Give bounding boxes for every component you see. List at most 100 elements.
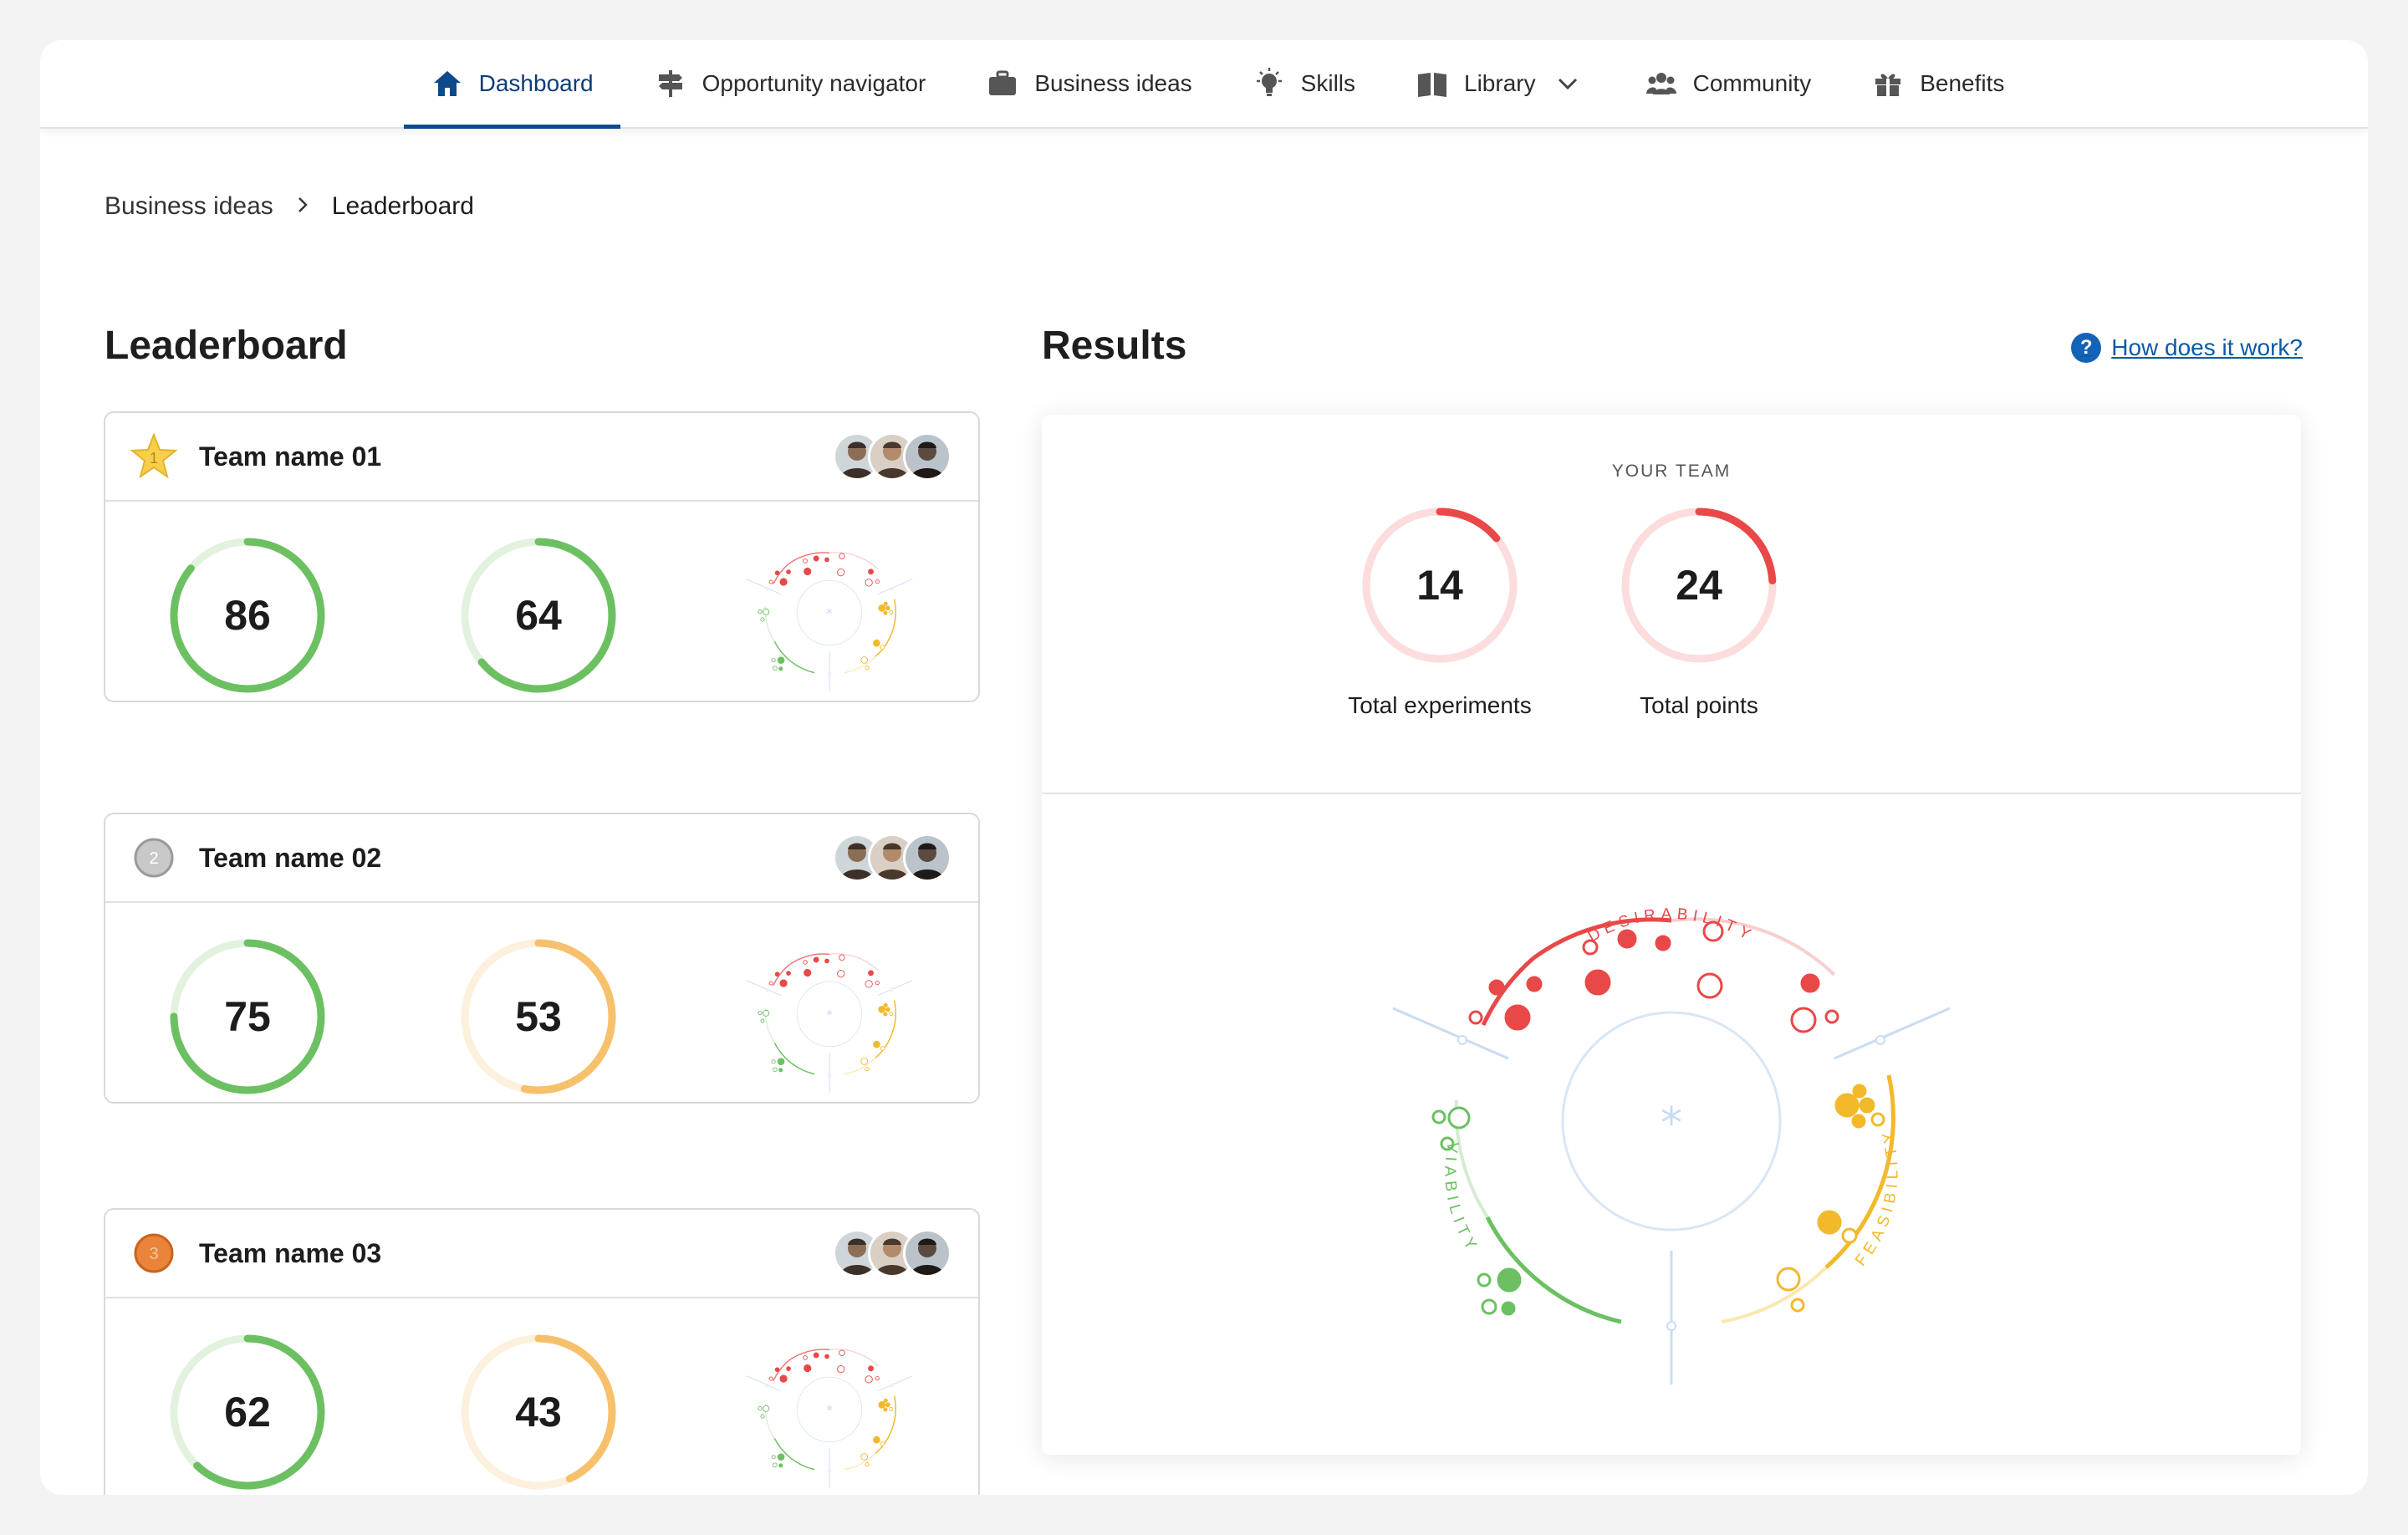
team-card-header: 3 Team name 03	[105, 1210, 978, 1298]
ring-progress	[1362, 507, 1518, 663]
asterisk-icon: *	[826, 1403, 833, 1418]
experiments-progress-ring: 75	[164, 933, 331, 1100]
team-avatars	[833, 1229, 951, 1277]
book-icon	[1416, 67, 1449, 100]
points-stat: 64Total points	[421, 532, 656, 701]
nav-skills-label: Skills	[1300, 70, 1356, 96]
ring-progress	[170, 538, 325, 693]
team-name: Team name 02	[199, 842, 382, 873]
points-progress-ring: 24	[1615, 502, 1783, 669]
experiments-progress-ring: 86	[164, 532, 331, 699]
business-canvas-thumbnail[interactable]: *	[746, 933, 913, 1100]
nav-dashboard[interactable]: Dashboard	[403, 40, 620, 129]
experiments-value: 75	[224, 993, 271, 1040]
experiments-progress-ring: 62	[164, 1328, 331, 1495]
chevron-down-icon[interactable]	[1551, 67, 1584, 100]
team-card-header: 2 Team name 02	[105, 814, 978, 903]
lightbulb-icon	[1252, 67, 1286, 100]
experiments-value: 62	[224, 1389, 271, 1436]
team-card-header: 1 Team name 01	[105, 413, 978, 502]
breadcrumb: Business ideas Leaderboard	[105, 192, 474, 221]
business-canvas-thumbnail[interactable]: *	[746, 1328, 913, 1495]
ring-progress	[1621, 507, 1777, 663]
your-team-points: 24 Total points	[1574, 502, 1824, 719]
nav-community[interactable]: Community	[1618, 40, 1839, 127]
avatar	[903, 1229, 951, 1277]
chevron-right-icon	[293, 192, 312, 221]
desirability-label: DESIRABILITY	[1585, 905, 1758, 946]
asterisk-icon: *	[826, 1007, 833, 1022]
canvas-axes	[746, 980, 913, 1094]
app-window: Dashboard Opportunity navigator Business…	[40, 40, 2368, 1495]
asterisk-icon: *	[826, 606, 833, 621]
team-card[interactable]: 2 Team name 02 75Total experiments 53Total …	[104, 813, 980, 1104]
nav-benefits-label: Benefits	[1920, 70, 2005, 96]
asterisk-icon: *	[1661, 1099, 1682, 1149]
business-canvas-stat[interactable]: *Business canvas	[712, 1328, 946, 1495]
your-team-summary: YOUR TEAM 14 Total experiments 24 Total …	[1042, 415, 2301, 794]
points-progress-ring: 43	[455, 1328, 622, 1495]
nav-skills[interactable]: Skills	[1226, 40, 1382, 127]
points-value: 53	[515, 993, 562, 1040]
team-avatars	[833, 834, 951, 882]
experiments-value: 86	[224, 592, 271, 639]
experiments-stat: 86Total experiments	[130, 532, 365, 701]
avatar	[903, 834, 951, 882]
your-team-label: YOUR TEAM	[1611, 462, 1732, 481]
team-card[interactable]: 1 Team name 01 86Total experiments 64Total …	[104, 411, 980, 702]
how-does-it-work-label: How does it work?	[2111, 334, 2303, 360]
team-name: Team name 03	[199, 1237, 382, 1268]
results-panel: YOUR TEAM 14 Total experiments 24 Total …	[1042, 415, 2301, 1455]
points-label: Total points	[1640, 692, 1758, 718]
canvas-axes	[746, 1375, 913, 1489]
nav-library[interactable]: Library	[1389, 40, 1611, 127]
breadcrumb-parent-link[interactable]: Business ideas	[105, 192, 273, 220]
team-name: Team name 01	[199, 441, 382, 472]
business-canvas-thumbnail[interactable]: *	[746, 532, 913, 699]
ring-progress	[170, 1334, 325, 1490]
ring-progress	[170, 939, 325, 1094]
rank-badge-icon: 2	[129, 833, 179, 883]
points-stat: 43Total points	[421, 1328, 656, 1495]
nav-library-label: Library	[1464, 70, 1536, 96]
team-avatars	[833, 432, 951, 481]
team-card[interactable]: 3 Team name 03 62Total experiments 43Total …	[104, 1208, 980, 1495]
business-canvas-diagram[interactable]: * DESIRABILITY VIABILITY FEASIBILITY	[1391, 849, 1951, 1393]
how-does-it-work-link[interactable]: ? How does it work?	[2071, 333, 2303, 363]
rank-badge-icon: 1	[129, 431, 179, 482]
nav-business-ideas-label: Business ideas	[1034, 70, 1192, 96]
canvas-axes	[746, 579, 913, 692]
your-team-experiments: 14 Total experiments	[1314, 502, 1565, 719]
canvas-core	[796, 1376, 863, 1443]
team-card-stats: 75Total experiments 53Total points *Busine…	[105, 903, 978, 1102]
help-icon: ?	[2071, 333, 2102, 363]
ring-progress	[461, 939, 616, 1094]
svg-text:1: 1	[150, 450, 158, 467]
points-value: 43	[515, 1389, 562, 1436]
nav-opportunity-label: Opportunity navigator	[701, 70, 926, 96]
users-icon	[1645, 67, 1678, 100]
avatar	[903, 432, 951, 481]
team-card-stats: 86Total experiments 64Total points *Busine…	[105, 502, 978, 701]
nav-opportunity-navigator[interactable]: Opportunity navigator	[627, 40, 953, 127]
canvas-axes	[1392, 1007, 1951, 1385]
points-value: 64	[515, 592, 562, 639]
experiments-label: Total experiments	[1348, 692, 1532, 718]
points-progress-ring: 64	[455, 532, 622, 699]
nav-dashboard-label: Dashboard	[478, 70, 594, 96]
rank-badge-icon: 3	[129, 1228, 179, 1278]
experiments-value: 14	[1416, 562, 1463, 609]
ring-progress	[461, 1334, 616, 1490]
nav-business-ideas[interactable]: Business ideas	[959, 40, 1218, 127]
nav-benefits[interactable]: Benefits	[1844, 40, 2031, 127]
business-canvas-stat[interactable]: *Business canvas	[712, 532, 946, 701]
canvas-core	[796, 981, 863, 1048]
briefcase-icon	[986, 67, 1019, 100]
business-canvas-stat[interactable]: *Business canvas	[712, 933, 946, 1102]
experiments-stat: 62Total experiments	[130, 1328, 365, 1495]
team-card-stats: 62Total experiments 43Total points *Busine…	[105, 1298, 978, 1495]
points-progress-ring: 53	[455, 933, 622, 1100]
ring-progress	[461, 538, 616, 693]
canvas-core	[796, 579, 863, 646]
experiments-stat: 75Total experiments	[130, 933, 365, 1102]
